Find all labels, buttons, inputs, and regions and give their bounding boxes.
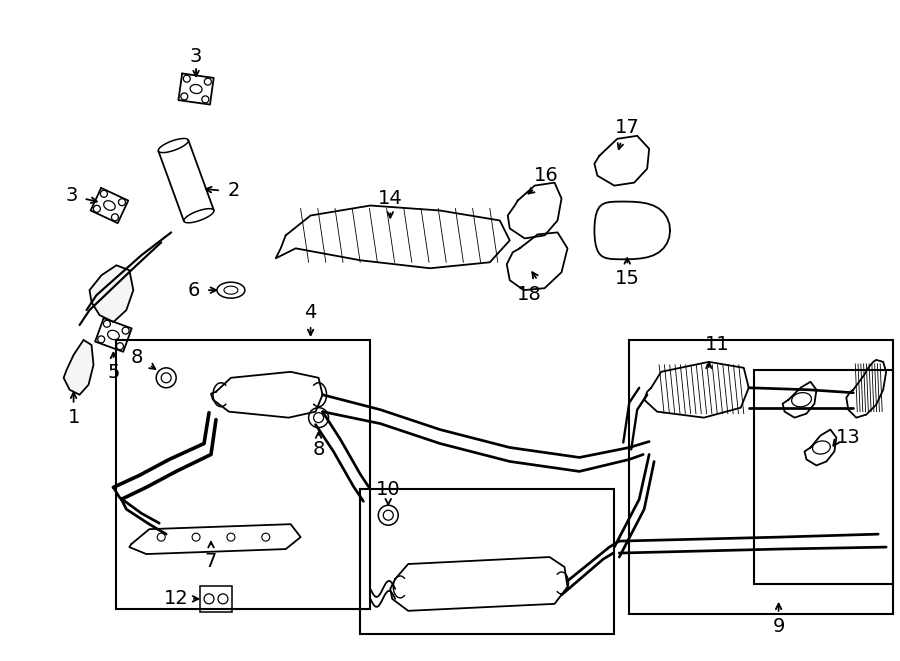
Text: 6: 6 — [188, 281, 201, 299]
Text: 8: 8 — [312, 440, 325, 459]
Text: 18: 18 — [518, 285, 542, 303]
Text: 1: 1 — [68, 408, 80, 427]
Text: 2: 2 — [228, 181, 240, 200]
Text: 7: 7 — [205, 551, 217, 570]
Text: 9: 9 — [772, 617, 785, 637]
Text: 15: 15 — [615, 269, 640, 288]
Bar — [629, 340, 893, 614]
Text: 3: 3 — [190, 47, 203, 65]
Bar — [200, 586, 232, 612]
Text: 12: 12 — [164, 590, 188, 608]
Text: 17: 17 — [615, 118, 640, 137]
Text: 16: 16 — [535, 166, 559, 185]
Text: 11: 11 — [705, 335, 729, 354]
Bar — [116, 340, 370, 609]
Bar — [753, 370, 893, 584]
Text: 8: 8 — [130, 348, 142, 368]
Text: 3: 3 — [66, 186, 77, 205]
Text: 13: 13 — [836, 428, 860, 447]
Text: 5: 5 — [107, 364, 120, 382]
Text: 10: 10 — [376, 480, 400, 499]
Bar — [360, 489, 615, 634]
Text: 14: 14 — [378, 189, 402, 208]
Polygon shape — [89, 265, 133, 322]
Text: 4: 4 — [304, 303, 317, 322]
Polygon shape — [64, 340, 94, 395]
